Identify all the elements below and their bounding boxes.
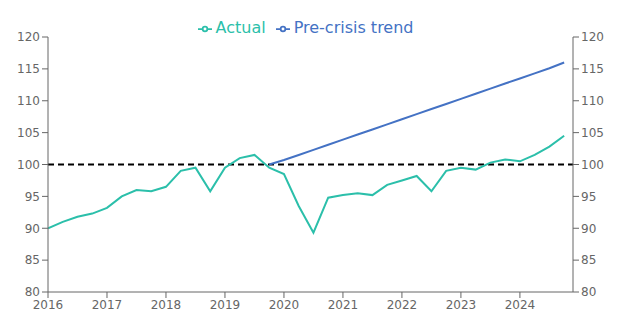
svg-text:2019: 2019 [210, 298, 241, 312]
svg-text:2021: 2021 [328, 298, 359, 312]
svg-text:2017: 2017 [92, 298, 123, 312]
svg-text:85: 85 [581, 253, 596, 267]
svg-text:115: 115 [581, 62, 604, 76]
svg-text:90: 90 [581, 222, 596, 236]
svg-text:120: 120 [17, 30, 40, 44]
svg-text:95: 95 [25, 190, 40, 204]
svg-text:80: 80 [581, 285, 596, 299]
svg-text:115: 115 [17, 62, 40, 76]
svg-text:110: 110 [17, 94, 40, 108]
svg-text:120: 120 [581, 30, 604, 44]
svg-text:2018: 2018 [151, 298, 182, 312]
svg-text:2016: 2016 [33, 298, 64, 312]
svg-text:90: 90 [25, 222, 40, 236]
svg-text:105: 105 [17, 126, 40, 140]
svg-text:80: 80 [25, 285, 40, 299]
svg-text:100: 100 [17, 158, 40, 172]
svg-text:2023: 2023 [446, 298, 477, 312]
svg-text:100: 100 [581, 158, 604, 172]
svg-text:2020: 2020 [269, 298, 300, 312]
svg-text:2022: 2022 [387, 298, 418, 312]
html-text:Pre-crisis trend: Pre-crisis trend [293, 18, 414, 37]
svg-text:2024: 2024 [505, 298, 536, 312]
svg-text:95: 95 [581, 190, 596, 204]
html-text:Actual: Actual [215, 18, 266, 37]
svg-text:105: 105 [581, 126, 604, 140]
svg-text:85: 85 [25, 253, 40, 267]
svg-text:110: 110 [581, 94, 604, 108]
